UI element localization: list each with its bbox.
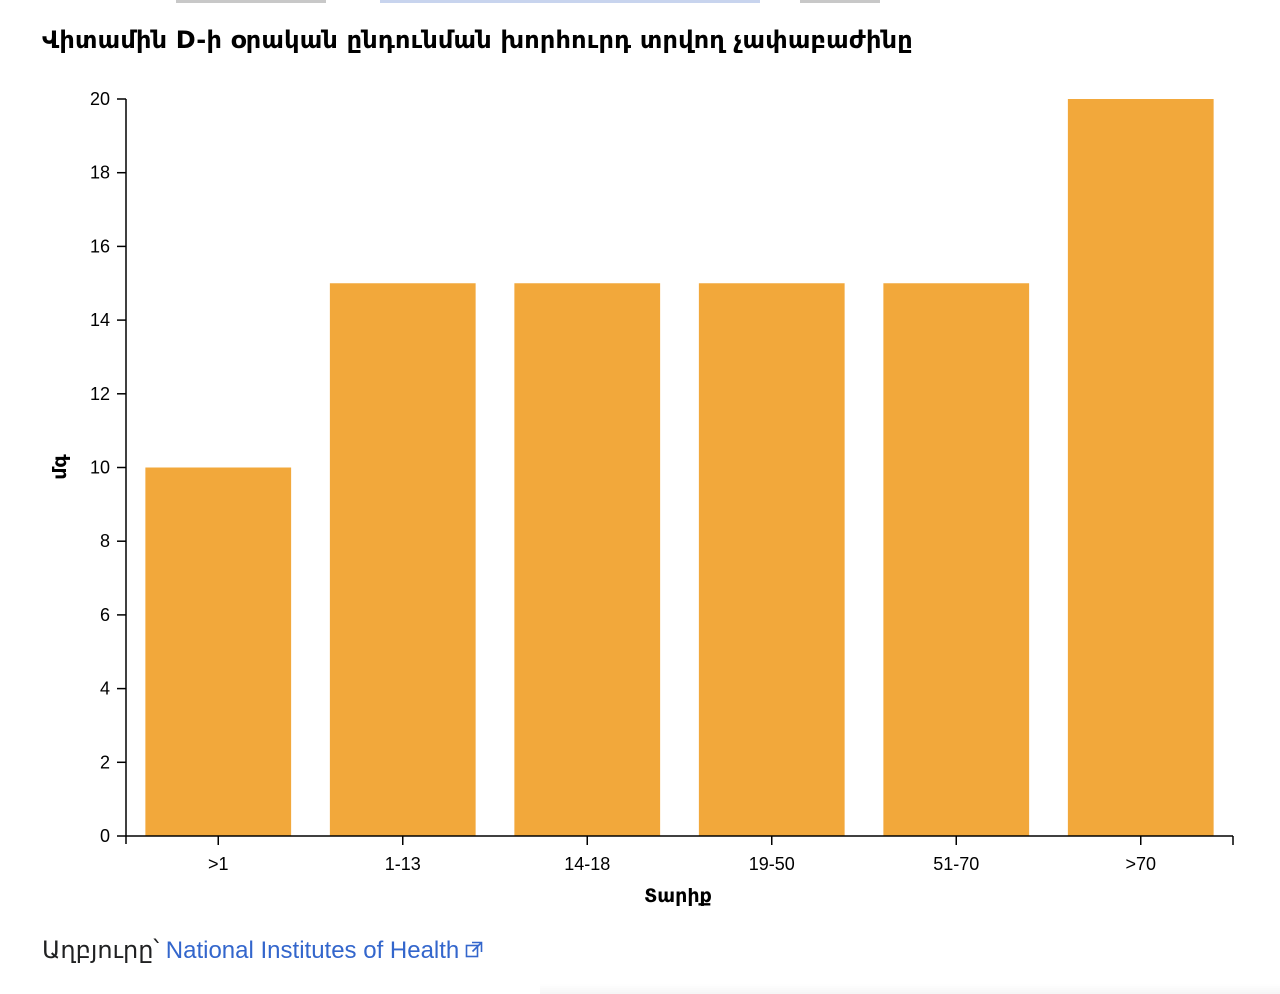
x-tick-label-19-50: 19-50 [749, 854, 795, 874]
source-link-text: National Institutes of Health [165, 937, 460, 964]
source-link[interactable]: National Institutes of Health [166, 937, 484, 964]
source-prefix: Աղբյուրը՝ [42, 937, 160, 964]
y-tick-label-2: 2 [100, 752, 110, 772]
cropped-previous-line [0, 0, 1280, 6]
x-axis-label: Տարիք [644, 886, 712, 907]
y-tick-label-14: 14 [90, 310, 110, 330]
bars-group [145, 99, 1214, 836]
y-tick-label-8: 8 [100, 531, 110, 551]
chart-title: Վիտամին D-ի օրական ընդունման խորհուրդ տր… [42, 26, 913, 54]
bar->70 [1067, 99, 1214, 836]
y-tick-label-6: 6 [100, 605, 110, 625]
y-tick-label-10: 10 [90, 458, 110, 478]
bar-19-50 [698, 283, 845, 836]
bar-1-13 [329, 283, 476, 836]
y-tick-label-18: 18 [90, 163, 110, 183]
y-tick-label-20: 20 [90, 89, 110, 109]
x-tick-label->1: >1 [208, 854, 229, 874]
y-axis: 0 2 4 6 8 10 12 14 16 18 20 [90, 89, 127, 846]
y-axis-label: մգ [50, 454, 71, 480]
x-tick-label->70: >70 [1125, 854, 1156, 874]
x-tick-label-1-13: 1-13 [385, 854, 421, 874]
y-tick-label-0: 0 [100, 826, 110, 846]
bar-51-70 [883, 283, 1030, 836]
y-tick-label-4: 4 [100, 679, 110, 699]
bar->1 [145, 467, 292, 836]
x-tick-label-14-18: 14-18 [564, 854, 610, 874]
y-tick-label-12: 12 [90, 384, 110, 404]
bottom-shadow [540, 984, 1280, 994]
y-tick-label-16: 16 [90, 236, 110, 256]
source-line: Աղբյուրը՝ National Institutes of Health [42, 936, 483, 965]
x-tick-label-51-70: 51-70 [933, 854, 979, 874]
x-axis: >1 1-13 14-18 19-50 51-70 >70 [126, 835, 1234, 874]
bar-14-18 [514, 283, 661, 836]
external-link-icon [465, 941, 483, 958]
